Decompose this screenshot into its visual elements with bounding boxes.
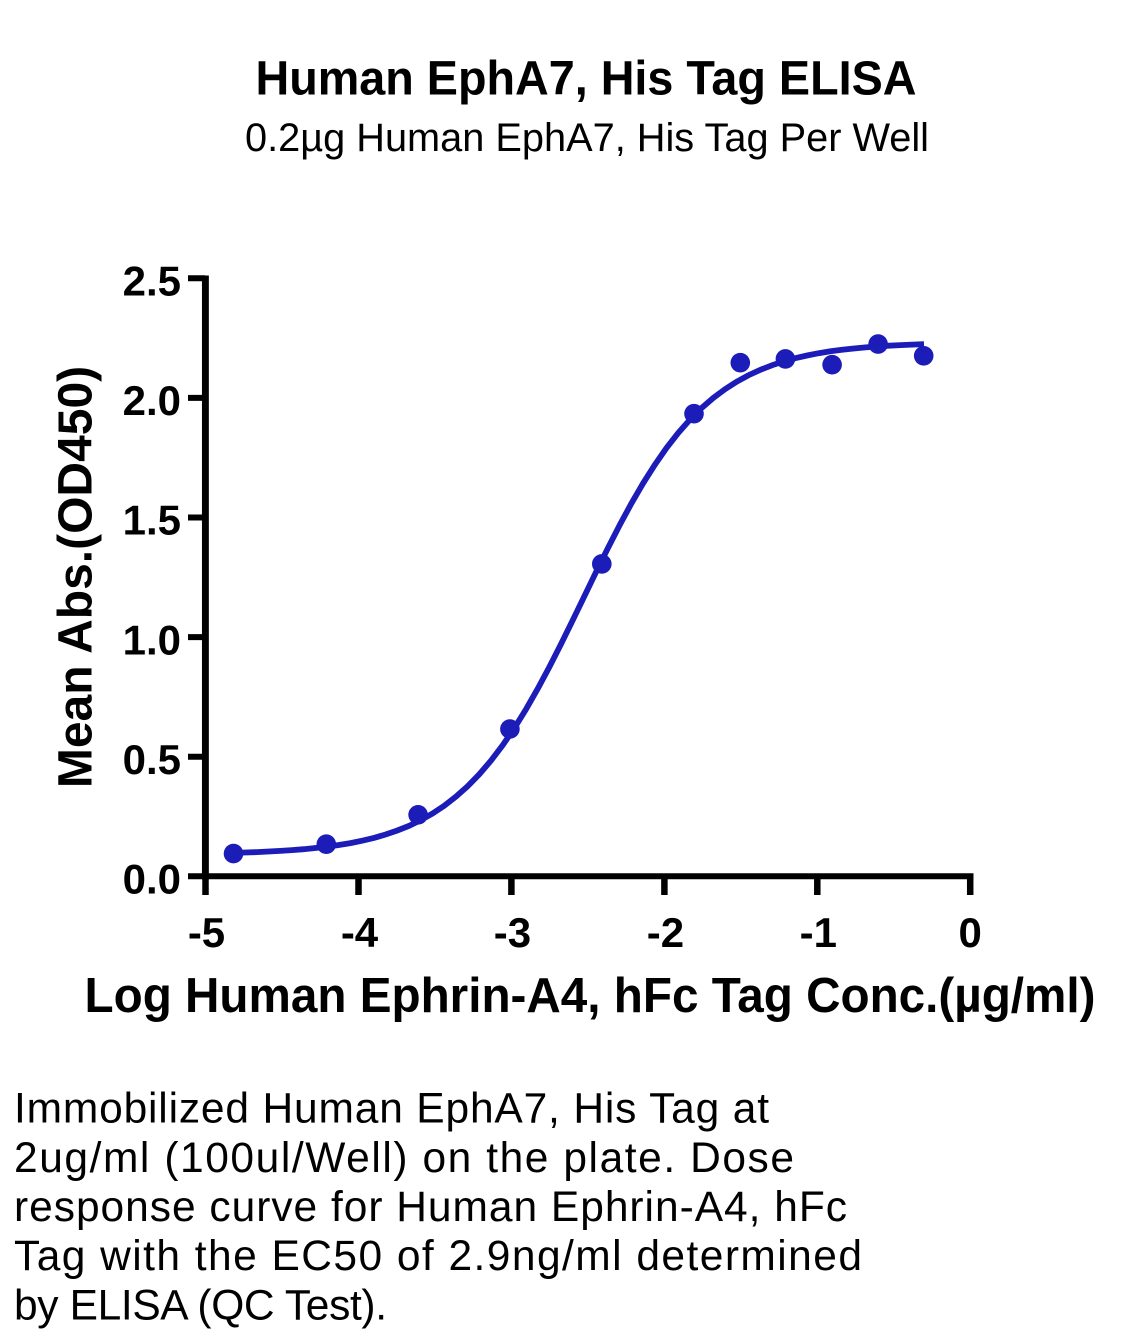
svg-text:0: 0 [959, 909, 982, 956]
svg-text:1.0: 1.0 [123, 616, 181, 663]
svg-text:1.5: 1.5 [123, 497, 181, 544]
svg-text:Human EphA7, His Tag ELISA: Human EphA7, His Tag ELISA [256, 53, 917, 106]
svg-text:Mean Abs.(OD450): Mean Abs.(OD450) [50, 366, 103, 788]
svg-text:by ELISA (QC Test).: by ELISA (QC Test). [14, 1282, 387, 1329]
svg-text:2.5: 2.5 [123, 258, 181, 305]
svg-text:0.0: 0.0 [123, 856, 181, 903]
svg-text:-3: -3 [494, 909, 531, 956]
svg-text:-4: -4 [341, 909, 379, 956]
svg-text:0.2µg Human EphA7, His Tag Per: 0.2µg Human EphA7, His Tag Per Well [245, 116, 929, 160]
svg-text:Immobilized Human EphA7, His T: Immobilized Human EphA7, His Tag at [14, 1086, 769, 1133]
svg-text:0.5: 0.5 [123, 736, 181, 783]
svg-text:2ug/ml (100ul/Well) on the pla: 2ug/ml (100ul/Well) on the plate. Dose [14, 1135, 794, 1182]
svg-text:2.0: 2.0 [123, 377, 181, 424]
svg-text:Log Human Ephrin-A4, hFc Tag C: Log Human Ephrin-A4, hFc Tag Conc.(µg/ml… [85, 969, 1096, 1023]
svg-text:-5: -5 [188, 909, 225, 956]
svg-text:-1: -1 [800, 909, 837, 956]
svg-text:-2: -2 [647, 909, 684, 956]
svg-text:response curve for Human Ephri: response curve for Human Ephrin-A4, hFc [14, 1184, 847, 1231]
svg-text:Tag with the EC50 of 2.9ng/ml: Tag with the EC50 of 2.9ng/ml determined [14, 1233, 862, 1280]
